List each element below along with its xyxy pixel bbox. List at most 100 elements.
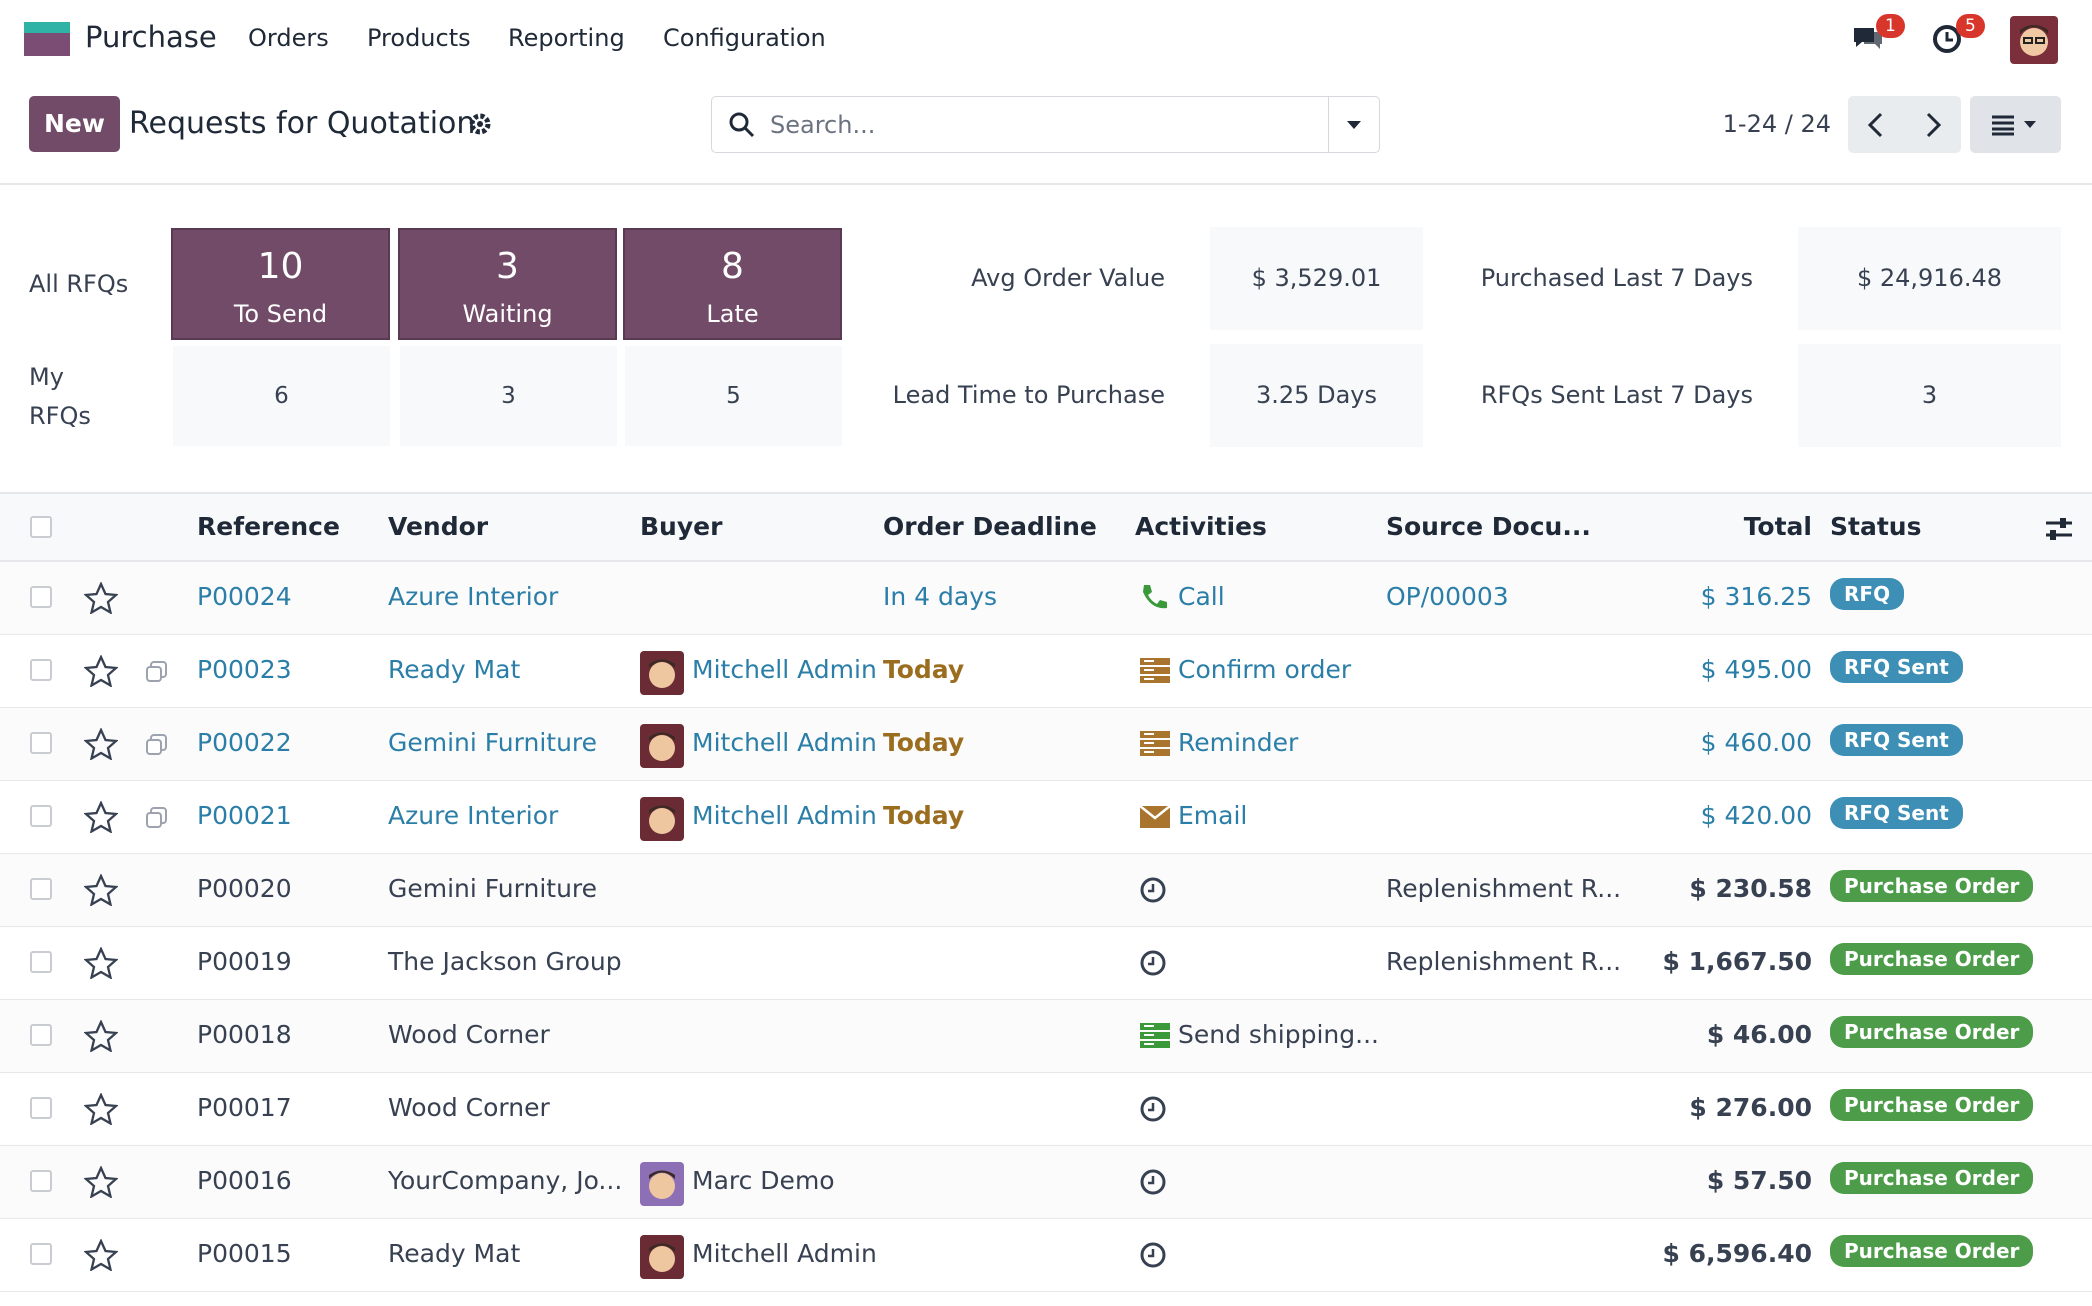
pager-buttons[interactable] [1848,96,1961,153]
stat-value[interactable]: 3.25 Days [1210,344,1423,447]
row-checkbox[interactable] [30,586,52,608]
table-row[interactable]: P00023 Ready Mat Mitchell Admin Today Confir… [0,635,2092,708]
search-icon [729,112,755,138]
my-rfq-tile[interactable]: 3 [400,346,617,446]
total: $ 495.00 [1700,655,1812,684]
stat-value[interactable]: $ 24,916.48 [1798,227,2061,330]
row-checkbox[interactable] [30,732,52,754]
total: $ 57.50 [1706,1166,1812,1195]
table-row[interactable]: P00020 Gemini Furniture Replenishment R...… [0,854,2092,927]
table-row[interactable]: P00022 Gemini Furniture Mitchell Admin Toda… [0,708,2092,781]
buyer-avatar [640,1162,684,1210]
view-switcher[interactable] [1970,96,2061,153]
deadline[interactable]: Today [883,801,965,830]
activity-icon [1138,582,1172,618]
total: $ 276.00 [1689,1093,1812,1122]
activity[interactable]: Call [1178,582,1225,611]
app-name[interactable]: Purchase [85,20,217,54]
select-all[interactable] [30,516,52,538]
column-header[interactable]: Buyer [640,512,723,541]
deadline[interactable]: In 4 days [883,582,998,611]
row-checkbox[interactable] [30,951,52,973]
status-badge: Purchase Order [1830,1016,2034,1048]
row-checkbox[interactable] [30,878,52,900]
all-rfqs-label: All RFQs [29,270,129,298]
duplicate-icon [144,805,170,835]
stat-value[interactable]: $ 3,529.01 [1210,227,1423,330]
deadline[interactable]: Today [883,728,965,757]
tile-label: Late [706,300,759,328]
divider [1328,97,1329,152]
rfq-tile[interactable]: 10 To Send [171,228,390,340]
my-rfq-tile[interactable]: 5 [625,346,842,446]
column-header[interactable]: Order Deadline [883,512,1097,541]
stat-label: Avg Order Value [971,264,1165,292]
buyer[interactable]: Mitchell Admin [692,655,877,684]
total: $ 316.25 [1700,582,1812,611]
vendor[interactable]: Ready Mat [388,655,521,684]
row-checkbox[interactable] [30,805,52,827]
row-checkbox[interactable] [30,659,52,681]
rfq-tile[interactable]: 3 Waiting [398,228,617,340]
column-header[interactable]: Activities [1135,512,1267,541]
column-header[interactable]: Total [1743,512,1812,541]
activity[interactable]: Email [1178,801,1248,830]
menu-item[interactable]: Orders [248,24,329,52]
table-row[interactable]: P00024 Azure Interior In 4 days Call OP/0000… [0,562,2092,635]
menu-item[interactable]: Configuration [663,24,826,52]
menu-item[interactable]: Products [367,24,471,52]
search-box[interactable]: Search... [711,96,1380,153]
status-badge: Purchase Order [1830,870,2034,902]
activity-icon[interactable] [1932,22,1966,56]
settings-gear[interactable] [468,112,492,136]
stat-value[interactable]: 3 [1798,344,2061,447]
optional-columns[interactable] [2044,516,2074,542]
my-rfq-tile[interactable]: 6 [173,346,390,446]
column-header[interactable]: Reference [197,512,340,541]
search-toggle[interactable] [1344,119,1364,131]
vendor[interactable]: Azure Interior [388,801,559,830]
reference[interactable]: P00021 [197,801,292,830]
column-header[interactable]: Vendor [388,512,489,541]
table-row[interactable]: P00019 The Jackson Group Replenishment R..… [0,927,2092,1000]
source-document[interactable]: OP/00003 [1386,582,1509,611]
duplicate-icon [144,732,170,762]
reference[interactable]: P00023 [197,655,292,684]
row-checkbox[interactable] [30,1170,52,1192]
buyer: Marc Demo [692,1166,835,1195]
table-row[interactable]: P00018 Wood Corner Send shipping... $ 46.00… [0,1000,2092,1073]
status-badge: RFQ Sent [1830,797,1963,829]
star [83,946,119,983]
next[interactable] [1923,112,1943,138]
prev[interactable] [1866,112,1886,138]
vendor[interactable]: Gemini Furniture [388,728,598,757]
vendor[interactable]: Azure Interior [388,582,559,611]
table-row[interactable]: P00017 Wood Corner $ 276.00 Purchase Order [0,1073,2092,1146]
buyer[interactable]: Mitchell Admin [692,801,877,830]
table-row[interactable]: P00016 YourCompany, Jo... Marc Demo $ 57.50… [0,1146,2092,1219]
buyer[interactable]: Mitchell Admin [692,728,877,757]
activity[interactable]: Reminder [1178,728,1299,757]
row-checkbox[interactable] [30,1024,52,1046]
new-button[interactable]: New [29,96,120,152]
column-header[interactable]: Status [1830,512,1922,541]
table-row[interactable]: P00021 Azure Interior Mitchell Admin Today E… [0,781,2092,854]
table-row[interactable]: P00015 Ready Mat Mitchell Admin $ 6,596.40 P… [0,1219,2092,1292]
reference[interactable]: P00024 [197,582,292,611]
star [83,1238,119,1275]
messages-icon[interactable] [1850,22,1886,54]
reference[interactable]: P00022 [197,728,292,757]
row-checkbox[interactable] [30,1097,52,1119]
column-header[interactable]: Source Docu... [1386,512,1591,541]
star [83,654,119,691]
rfq-tile[interactable]: 8 Late [623,228,842,340]
user-avatar[interactable] [2010,16,2058,64]
activity: Send shipping... [1178,1020,1379,1049]
menu-item[interactable]: Reporting [508,24,625,52]
stat-label: RFQs Sent Last 7 Days [1480,381,1753,409]
activity[interactable]: Confirm order [1178,655,1352,684]
deadline[interactable]: Today [883,655,965,684]
row-checkbox[interactable] [30,1243,52,1265]
vendor: YourCompany, Jo... [388,1166,623,1195]
tile-value: 10 [257,246,304,287]
